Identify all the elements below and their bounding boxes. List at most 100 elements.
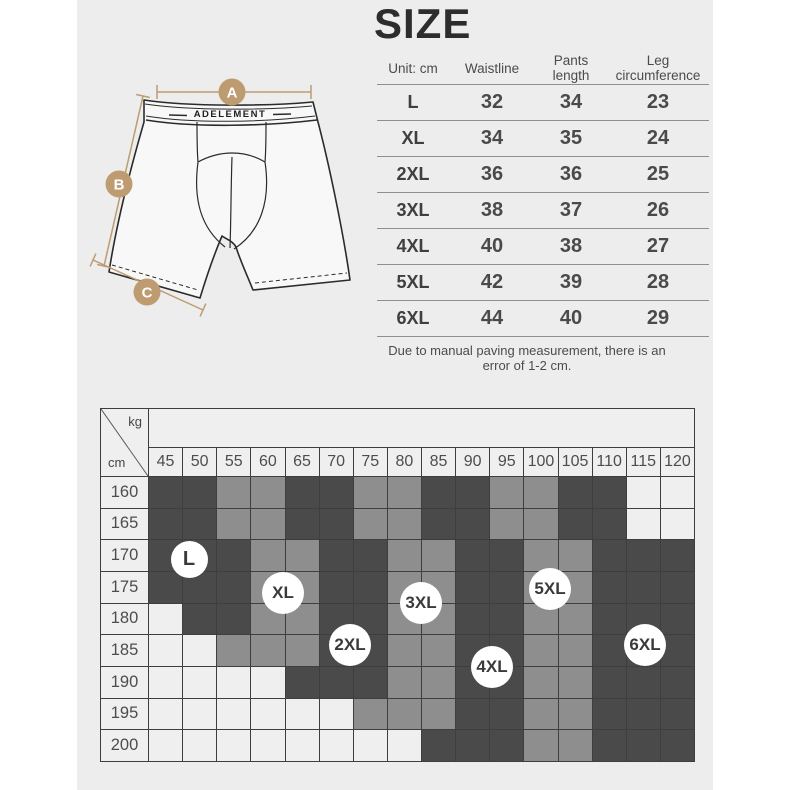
- grid-cell: [285, 730, 319, 761]
- grid-cell: [490, 508, 524, 540]
- grid-cell: [251, 666, 285, 698]
- size-table-row: 6XL 44 40 29: [377, 301, 709, 337]
- grid-cell: [592, 698, 626, 730]
- grid-cell: [251, 635, 285, 666]
- grid-cell: [660, 666, 694, 698]
- grid-cell: [490, 698, 524, 730]
- size-table-header: Pants length: [552, 53, 590, 83]
- grid-cell: [660, 698, 694, 730]
- cm-value: 185: [101, 635, 148, 666]
- grid-cell: [319, 698, 353, 730]
- grid-cell: [422, 635, 456, 666]
- grid-cell: [558, 666, 592, 698]
- grid-cell: [490, 603, 524, 635]
- grid-cell: [251, 477, 285, 508]
- size-bubble: XL: [262, 572, 304, 614]
- measure-a-circle: [218, 78, 246, 106]
- grid-cell: [558, 603, 592, 635]
- size-bubble: 2XL: [329, 624, 371, 666]
- measure-a-label: A: [227, 85, 238, 102]
- waistline-value: 36: [480, 163, 504, 185]
- size-label: 6XL: [396, 308, 430, 328]
- size-table-row: 5XL 42 39 28: [377, 265, 709, 301]
- leg-circumference-value: 29: [646, 307, 670, 329]
- measure-c-label: C: [142, 285, 153, 302]
- waistline-value: 32: [480, 91, 504, 113]
- grid-cell: [353, 477, 387, 508]
- grid-cell: [217, 635, 251, 666]
- waistline-value: 44: [480, 307, 504, 329]
- kg-value: 70: [319, 448, 353, 476]
- grid-cell: [558, 477, 592, 508]
- grid-cell: [456, 571, 490, 603]
- grid-cell: [456, 698, 490, 730]
- grid-cell: [387, 508, 421, 540]
- waistband-brand-text: ADELEMENT: [194, 109, 267, 120]
- cm-value: 180: [101, 603, 148, 635]
- size-bubble: 3XL: [400, 582, 442, 624]
- grid-cell: [490, 571, 524, 603]
- grid-cell: [319, 571, 353, 603]
- grid-cell: [149, 635, 183, 666]
- grid-cell: [285, 508, 319, 540]
- kg-value: 90: [456, 448, 490, 476]
- grid-cell: [183, 730, 217, 761]
- kg-value: 80: [387, 448, 421, 476]
- waistline-value: 40: [480, 235, 504, 257]
- grid-cell: [626, 477, 660, 508]
- boxer-shorts-diagram: ADELEMENT A B C: [89, 78, 351, 317]
- grid-cell: [353, 508, 387, 540]
- grid-cell: [490, 477, 524, 508]
- leg-circumference-value: 24: [646, 127, 670, 149]
- grid-cell: [285, 698, 319, 730]
- grid-cell: [558, 508, 592, 540]
- grid-cell: [149, 730, 183, 761]
- grid-cell: [626, 666, 660, 698]
- size-grid: kg cm 45 50 55 60 65 70 75 80 85 90 95 100 105 110 115…: [100, 408, 695, 762]
- kg-value: 60: [251, 448, 285, 476]
- page-title: SIZE: [374, 0, 472, 47]
- grid-cell: [456, 730, 490, 761]
- grid-cell: [626, 508, 660, 540]
- grid-cell: [422, 730, 456, 761]
- kg-value: 105: [558, 448, 592, 476]
- grid-cell: [353, 698, 387, 730]
- grid-header-band: [149, 409, 694, 447]
- kg-value: 120: [660, 448, 694, 476]
- size-table-row: 2XL 36 36 25: [377, 157, 709, 193]
- pants-length-value: 36: [559, 163, 583, 185]
- cm-value: 165: [101, 508, 148, 540]
- boxer-outline: [108, 99, 351, 299]
- size-label: 3XL: [396, 200, 430, 220]
- grid-cell: [319, 730, 353, 761]
- size-label: L: [407, 92, 419, 112]
- kg-value: 115: [626, 448, 660, 476]
- grid-cell: [592, 603, 626, 635]
- grid-cell: [456, 603, 490, 635]
- grid-cell: [319, 477, 353, 508]
- grid-cell: [183, 603, 217, 635]
- grid-cell: [319, 666, 353, 698]
- kg-value: 55: [217, 448, 251, 476]
- size-table-header-row: Unit: cm Waistline Pants length Leg circumf…: [377, 52, 709, 84]
- kg-value: 45: [149, 448, 183, 476]
- pants-length-value: 39: [559, 271, 583, 293]
- grid-cell: [660, 635, 694, 666]
- grid-cell: [660, 730, 694, 761]
- size-table-row: XL 34 35 24: [377, 121, 709, 157]
- grid-cell: [422, 508, 456, 540]
- grid-cell: [592, 571, 626, 603]
- pants-length-value: 34: [559, 91, 583, 113]
- size-table-header: Unit: cm: [388, 60, 438, 76]
- grid-cell: [660, 603, 694, 635]
- leg-circumference-value: 27: [646, 235, 670, 257]
- grid-cell: [217, 540, 251, 571]
- cm-value: 175: [101, 571, 148, 603]
- waistline-value: 38: [480, 199, 504, 221]
- kg-value: 75: [353, 448, 387, 476]
- size-bubble: 6XL: [624, 624, 666, 666]
- grid-cell: [422, 540, 456, 571]
- grid-cell: [353, 730, 387, 761]
- size-bubble: 4XL: [471, 646, 513, 688]
- grid-cell: [592, 508, 626, 540]
